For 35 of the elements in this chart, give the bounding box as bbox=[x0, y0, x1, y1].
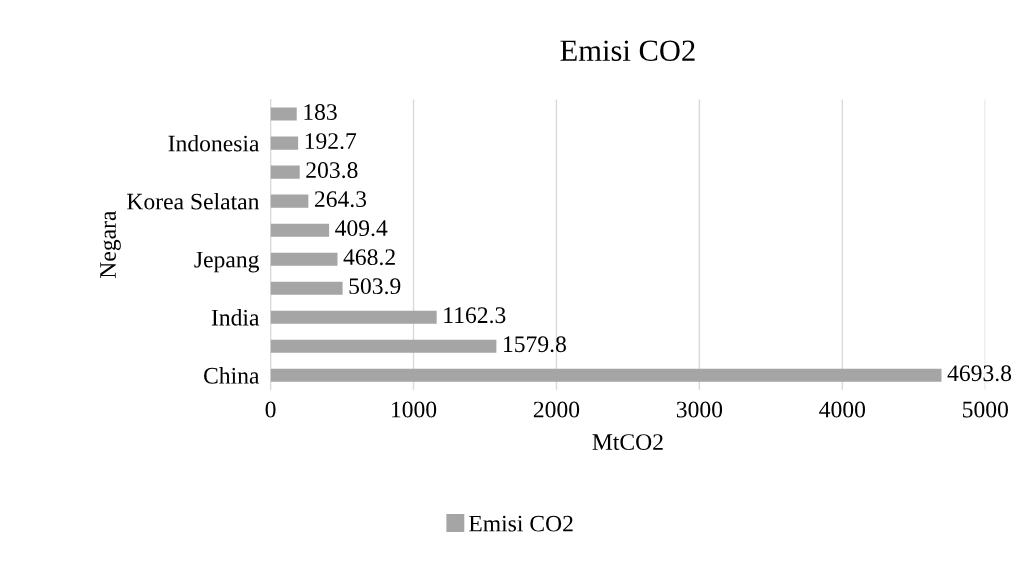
data-label: 192.7 bbox=[305, 133, 357, 150]
y-axis-title: Negara bbox=[100, 210, 121, 279]
y-tick-label: Korea Selatan bbox=[127, 192, 260, 210]
x-tick-label: 3000 bbox=[676, 401, 723, 418]
data-label: 503.9 bbox=[349, 278, 401, 295]
data-label: 264.3 bbox=[314, 191, 367, 208]
data-label: 203.8 bbox=[306, 162, 358, 179]
data-label: 468.2 bbox=[343, 249, 395, 266]
bar bbox=[270, 136, 299, 150]
data-label: 409.4 bbox=[335, 220, 388, 237]
bar bbox=[270, 107, 297, 121]
bar bbox=[270, 165, 300, 179]
bar bbox=[270, 223, 330, 237]
data-label: 1162.3 bbox=[444, 307, 506, 324]
y-tick-label: China bbox=[204, 367, 260, 384]
x-tick-label: 1000 bbox=[391, 401, 437, 418]
bar bbox=[270, 194, 309, 208]
bar bbox=[270, 368, 942, 382]
x-tick-label: 0 bbox=[265, 401, 276, 418]
x-tick-label: 2000 bbox=[533, 401, 580, 418]
bar bbox=[270, 252, 338, 266]
y-tick-label: Indonesia bbox=[168, 134, 260, 152]
bar bbox=[270, 339, 497, 353]
data-label: 183 bbox=[304, 104, 337, 120]
data-label: 4693.8 bbox=[947, 365, 1012, 382]
y-tick-label: Jepang bbox=[194, 251, 259, 273]
x-tick-label: 5000 bbox=[963, 401, 1008, 418]
x-tick-label: 4000 bbox=[819, 401, 866, 418]
data-label: 1579.8 bbox=[504, 336, 566, 353]
bar bbox=[270, 310, 437, 324]
y-tick-label: India bbox=[211, 309, 260, 326]
legend-label: Emisi CO2 bbox=[469, 515, 573, 532]
x-axis-title: MtCO2 bbox=[592, 434, 663, 451]
chart-title: Emisi CO2 bbox=[560, 40, 695, 61]
bar bbox=[270, 281, 343, 295]
